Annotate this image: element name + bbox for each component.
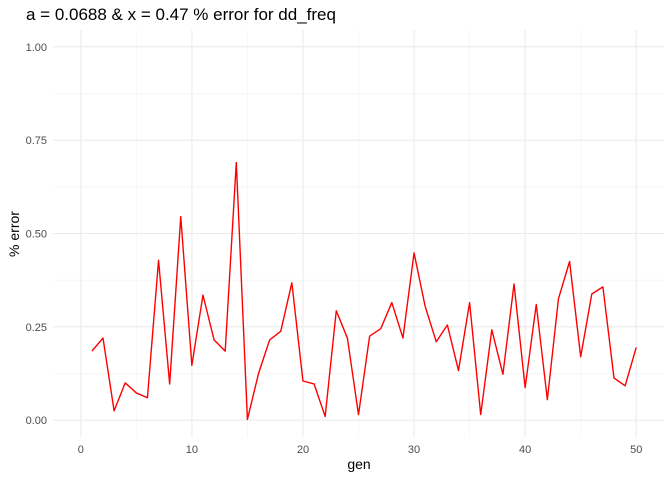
x-tick-label: 0: [78, 444, 84, 456]
x-axis-title: gen: [347, 456, 370, 472]
y-tick-label: 0.50: [26, 229, 47, 241]
x-tick-label: 20: [297, 444, 309, 456]
y-tick-label: 1.00: [26, 42, 47, 54]
x-tick-label: 50: [630, 444, 642, 456]
y-axis-tick-labels: 0.00 0.25 0.50 0.75 1.00: [26, 42, 47, 427]
y-axis-title: % error: [6, 211, 22, 257]
y-tick-label: 0.75: [26, 135, 47, 147]
y-tick-label: 0.00: [26, 415, 47, 427]
chart-title: a = 0.0688 & x = 0.47 % error for dd_fre…: [26, 5, 336, 24]
series-line: [91, 161, 637, 421]
x-axis-tick-labels: 0 10 20 30 40 50: [78, 444, 643, 456]
x-tick-label: 40: [519, 444, 531, 456]
series-layer: [91, 161, 637, 421]
major-grid: [53, 30, 664, 437]
y-tick-label: 0.25: [26, 322, 47, 334]
x-tick-label: 30: [408, 444, 420, 456]
x-tick-label: 10: [186, 444, 198, 456]
